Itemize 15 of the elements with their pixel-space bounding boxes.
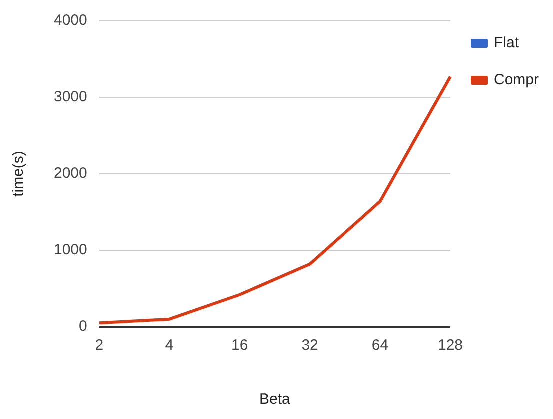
x-tick-label: 128 — [438, 337, 464, 354]
y-tick-label: 1000 — [54, 242, 88, 259]
y-axis-title: time(s) — [10, 151, 28, 197]
legend-label: Flat — [494, 34, 520, 52]
x-tick-label: 32 — [302, 337, 318, 354]
x-tick-label: 2 — [95, 337, 104, 354]
legend-label: Compr — [494, 72, 540, 89]
x-tick-label: 4 — [165, 337, 174, 354]
x-tick-label: 64 — [372, 337, 389, 354]
y-tick-label: 4000 — [54, 12, 88, 30]
x-axis-title: Beta — [260, 391, 292, 408]
x-tick-label: 16 — [231, 337, 248, 354]
y-tick-label: 3000 — [54, 88, 88, 106]
y-tick-label: 2000 — [54, 165, 88, 182]
y-tick-label: 0 — [79, 318, 88, 336]
